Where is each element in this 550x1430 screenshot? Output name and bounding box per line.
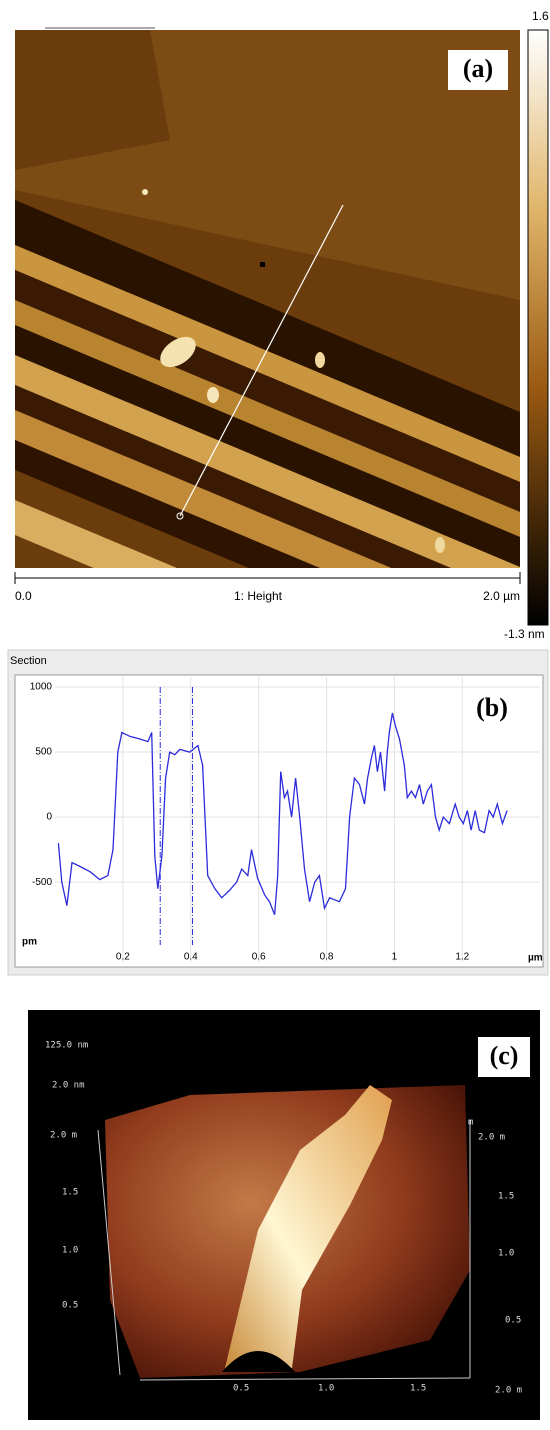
x-tick-label: 0.4 <box>184 952 198 963</box>
x-tick-label: 1 <box>392 952 398 963</box>
x-tick-label: 0.6 <box>252 952 266 963</box>
x-start: 0.0 <box>15 589 32 603</box>
label-box <box>478 1037 530 1077</box>
stripe <box>15 325 520 567</box>
ridge <box>225 1085 392 1368</box>
panel-label: (a) <box>463 54 493 83</box>
x-unit: µm <box>528 953 543 964</box>
x-axis <box>14 572 521 584</box>
bottom-axis-label: 0.5 <box>233 1384 249 1394</box>
scale-max: 1.6 nm <box>532 9 550 23</box>
right-axis-label: m <box>468 1118 473 1128</box>
stripe <box>15 270 520 512</box>
left-axis-label: 2.0 m <box>50 1131 77 1141</box>
x-tick-label: 1.2 <box>455 952 469 963</box>
section-title: Section <box>10 655 47 667</box>
z-max: 125.0 nm <box>45 1041 88 1051</box>
stripe <box>15 410 392 568</box>
left-axis-label: 1.5 <box>62 1188 78 1198</box>
right-axis-label: 1.0 <box>498 1249 514 1259</box>
label-box <box>448 50 508 90</box>
left-axis-label: 0.5 <box>62 1301 78 1311</box>
right-axis-label: 2.0 m <box>478 1133 505 1143</box>
bottom-axis-label: 2.0 m <box>495 1386 522 1396</box>
stripe <box>15 355 520 568</box>
ridge-end <box>222 1351 295 1372</box>
panel-label: (b) <box>476 693 508 722</box>
stripe <box>15 300 520 537</box>
stripe <box>15 200 520 457</box>
axes-3d <box>97 1120 471 1381</box>
panel-label: (c) <box>490 1041 519 1070</box>
stripe <box>15 470 249 568</box>
y-tick-label: 500 <box>35 747 52 758</box>
x-tick-label: 0.2 <box>116 952 130 963</box>
stripe <box>15 440 320 568</box>
stripe <box>15 245 520 482</box>
afm-image <box>15 30 520 568</box>
channel-label: 1: Height <box>234 589 283 603</box>
x-tick-label: 0.8 <box>320 952 334 963</box>
z-scale: 2.0 nm <box>52 1081 85 1091</box>
y-tick-label: 1000 <box>30 682 53 693</box>
right-axis-label: 1.5 <box>498 1192 514 1202</box>
y-unit: pm <box>22 937 37 948</box>
color-bar <box>527 29 549 626</box>
scale-min: -1.3 nm <box>504 627 545 641</box>
label-box <box>468 690 518 728</box>
bottom-axis-label: 1.5 <box>410 1384 426 1394</box>
stripe <box>15 385 451 568</box>
profile-line <box>57 712 508 915</box>
right-axis-label: 0.5 <box>505 1316 521 1326</box>
stripe <box>15 500 177 568</box>
y-tick-label: 0 <box>46 812 52 823</box>
y-tick-label: -500 <box>32 877 52 888</box>
left-axis-label: 1.0 <box>62 1246 78 1256</box>
x-end: 2.0 µm <box>483 589 520 603</box>
bottom-axis-label: 1.0 <box>318 1384 334 1394</box>
